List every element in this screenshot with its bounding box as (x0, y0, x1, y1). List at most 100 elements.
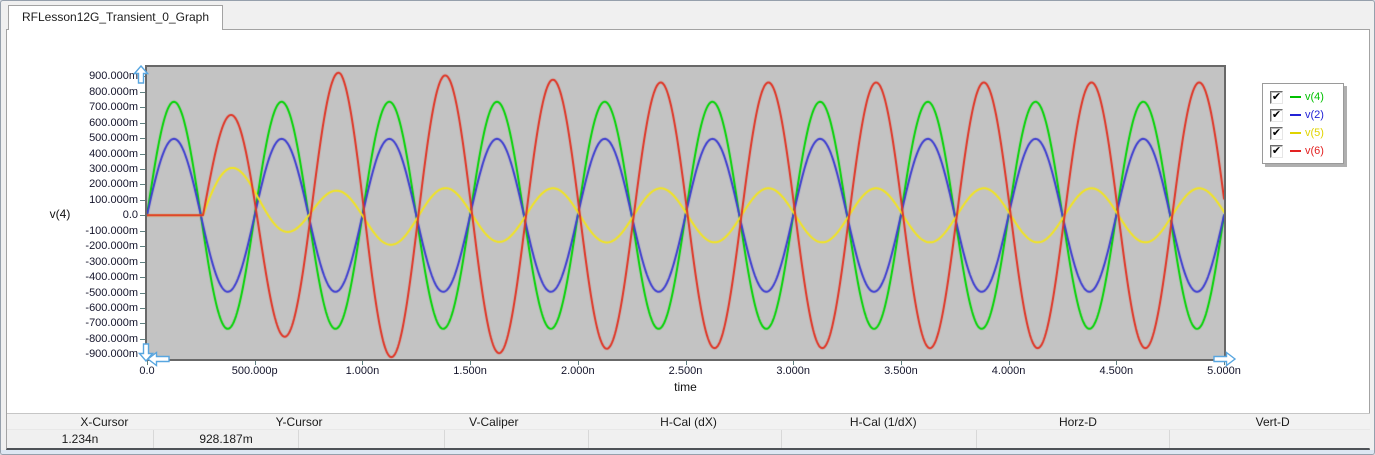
legend-row: ✔ v(6) (1270, 142, 1337, 160)
legend-dash-v2 (1290, 114, 1301, 116)
legend-label-v5: v(5) (1305, 127, 1324, 139)
x-tick-mark (686, 361, 687, 365)
y-tick-mark (140, 154, 145, 155)
header-y-cursor: Y-Cursor (275, 415, 323, 429)
legend-checkbox-v4[interactable]: ✔ (1270, 90, 1283, 104)
y-tick-label: 300.000m (89, 162, 138, 175)
x-tick-mark (1224, 361, 1225, 365)
header-v-caliper: V-Caliper (469, 415, 519, 429)
y-tick-label: 700.000m (89, 101, 138, 114)
tab-graph[interactable]: RFLesson12G_Transient_0_Graph (8, 5, 223, 30)
x-tick-label: 5.000n (1207, 365, 1241, 377)
y-tick-label: 100.000m (89, 193, 138, 206)
legend-row: ✔ v(2) (1270, 106, 1337, 124)
y-tick-label: -500.000m (85, 286, 138, 299)
legend-dash-v4 (1290, 96, 1301, 98)
pan-up-arrow-icon[interactable] (132, 64, 150, 84)
x-tick-mark (1009, 361, 1010, 365)
x-tick-label: 2.000n (560, 365, 595, 377)
y-tick-label: 800.000m (89, 85, 138, 98)
y-tick-label: 400.000m (89, 147, 138, 160)
x-tick-mark (1116, 361, 1117, 365)
y-axis-title: v(4) (49, 207, 71, 221)
y-tick-label: -700.000m (85, 317, 138, 330)
x-tick-mark (578, 361, 579, 365)
y-tick-mark (140, 293, 145, 294)
legend-label-v6: v(6) (1305, 145, 1324, 157)
header-h-cal-1dx: H-Cal (1/dX) (849, 415, 917, 429)
legend-checkbox-v2[interactable]: ✔ (1270, 108, 1283, 122)
pan-left-arrow-icon[interactable] (146, 351, 171, 367)
y-tick-label: 200.000m (89, 178, 138, 191)
y-tick-label: -400.000m (85, 271, 138, 284)
y-tick-label: -900.000m (85, 348, 138, 361)
legend-dash-v5 (1290, 132, 1301, 134)
legend-checkbox-v5[interactable]: ✔ (1270, 126, 1283, 140)
pan-right-arrow-icon[interactable] (1212, 351, 1237, 367)
x-tick-label: 1.000n (345, 365, 380, 377)
y-tick-label: 0.0 (122, 209, 138, 222)
legend-row: ✔ v(5) (1270, 124, 1337, 142)
y-tick-mark (140, 308, 145, 309)
x-tick-label: 1.500n (453, 365, 487, 377)
y-tick-mark (140, 215, 145, 216)
value-x-cursor: 1.234n (61, 432, 99, 446)
pan-down-arrow-icon[interactable] (137, 342, 155, 363)
x-tick-label: 0.0 (139, 365, 155, 377)
y-tick-label: -800.000m (85, 332, 138, 345)
header-horz-d: Horz-D (1058, 415, 1097, 429)
waveform-canvas[interactable] (147, 67, 1224, 359)
y-tick-label: -300.000m (85, 255, 138, 268)
x-tick-mark (147, 361, 148, 365)
cursor-table: X-Cursor Y-Cursor V-Caliper H-Cal (dX) H… (7, 413, 1370, 448)
y-tick-mark (140, 123, 145, 124)
legend-dash-v6 (1290, 150, 1301, 152)
y-tick-label: 600.000m (89, 116, 138, 129)
cursor-table-value-row: 1.234n 928.187m (7, 430, 1370, 448)
y-tick-mark (140, 339, 145, 340)
y-tick-mark (140, 138, 145, 139)
y-tick-label: 500.000m (89, 132, 138, 145)
x-tick-mark (793, 361, 794, 365)
y-tick-mark (140, 277, 145, 278)
legend-row: ✔ v(4) (1270, 88, 1337, 106)
y-tick-label: -600.000m (85, 302, 138, 315)
value-cell (298, 430, 444, 448)
plot-area (145, 65, 1226, 361)
x-tick-label: 3.000n (776, 365, 811, 377)
y-tick-mark (140, 231, 145, 232)
header-vert-d: Vert-D (1255, 415, 1290, 429)
value-cell (588, 430, 781, 448)
value-cell (781, 430, 976, 448)
y-tick-mark (140, 323, 145, 324)
cursor-table-header-row: X-Cursor Y-Cursor V-Caliper H-Cal (dX) H… (7, 413, 1370, 430)
value-cell (444, 430, 588, 448)
value-y-cursor: 928.187m (153, 430, 298, 448)
header-h-cal-dx: H-Cal (dX) (660, 415, 717, 429)
y-tick-mark (140, 246, 145, 247)
tab-label: RFLesson12G_Transient_0_Graph (22, 10, 209, 24)
y-tick-mark (140, 184, 145, 185)
header-x-cursor: X-Cursor (80, 415, 129, 429)
y-tick-mark (140, 262, 145, 263)
x-tick-label: 4.500n (1099, 365, 1134, 377)
legend-label-v4: v(4) (1305, 91, 1324, 103)
x-tick-mark (470, 361, 471, 365)
x-tick-mark (255, 361, 256, 365)
x-axis-title: time (674, 380, 697, 394)
legend: ✔ v(4) ✔ v(2) ✔ v(5) ✔ v(6) (1262, 83, 1344, 164)
x-tick-label: 3.500n (884, 365, 918, 377)
y-tick-label: -200.000m (85, 240, 138, 253)
y-tick-label: 900.000m (89, 70, 138, 83)
value-cell (976, 430, 1169, 448)
legend-label-v2: v(2) (1305, 109, 1324, 121)
x-tick-label: 4.000n (991, 365, 1026, 377)
window-bottom-edge (1, 450, 1374, 454)
y-tick-label: -100.000m (85, 224, 138, 237)
x-tick-mark (362, 361, 363, 365)
y-tick-mark (140, 92, 145, 93)
y-tick-mark (140, 169, 145, 170)
legend-checkbox-v6[interactable]: ✔ (1270, 144, 1283, 158)
value-cell (1169, 430, 1370, 448)
x-tick-label: 500.000p (231, 365, 278, 377)
